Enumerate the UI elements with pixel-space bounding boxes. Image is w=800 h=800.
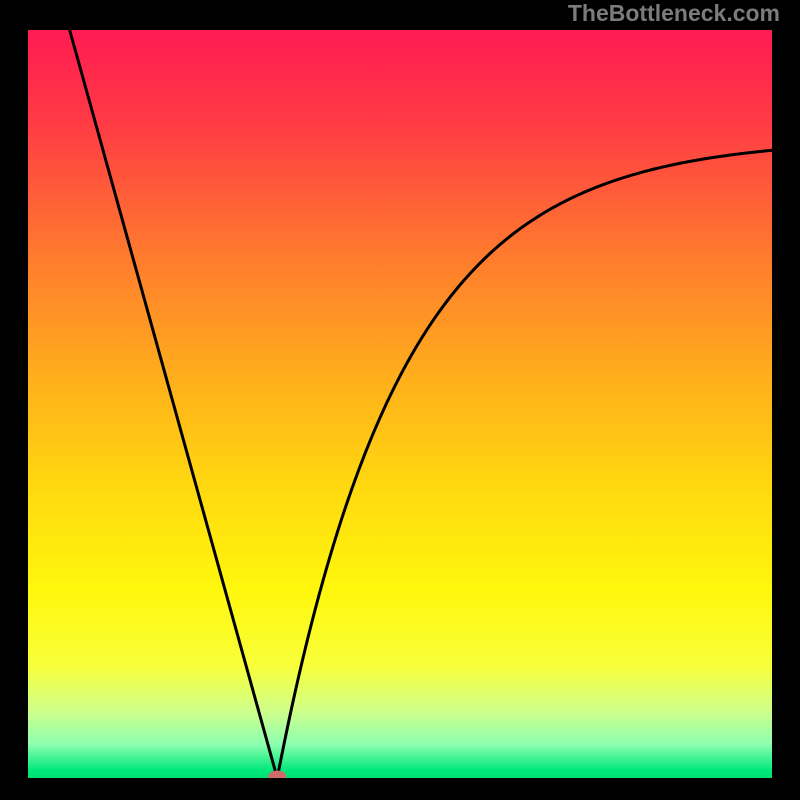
watermark-text: TheBottleneck.com — [568, 0, 780, 27]
bottleneck-chart — [28, 30, 772, 778]
gradient-background — [28, 30, 772, 778]
chart-svg — [28, 30, 772, 778]
